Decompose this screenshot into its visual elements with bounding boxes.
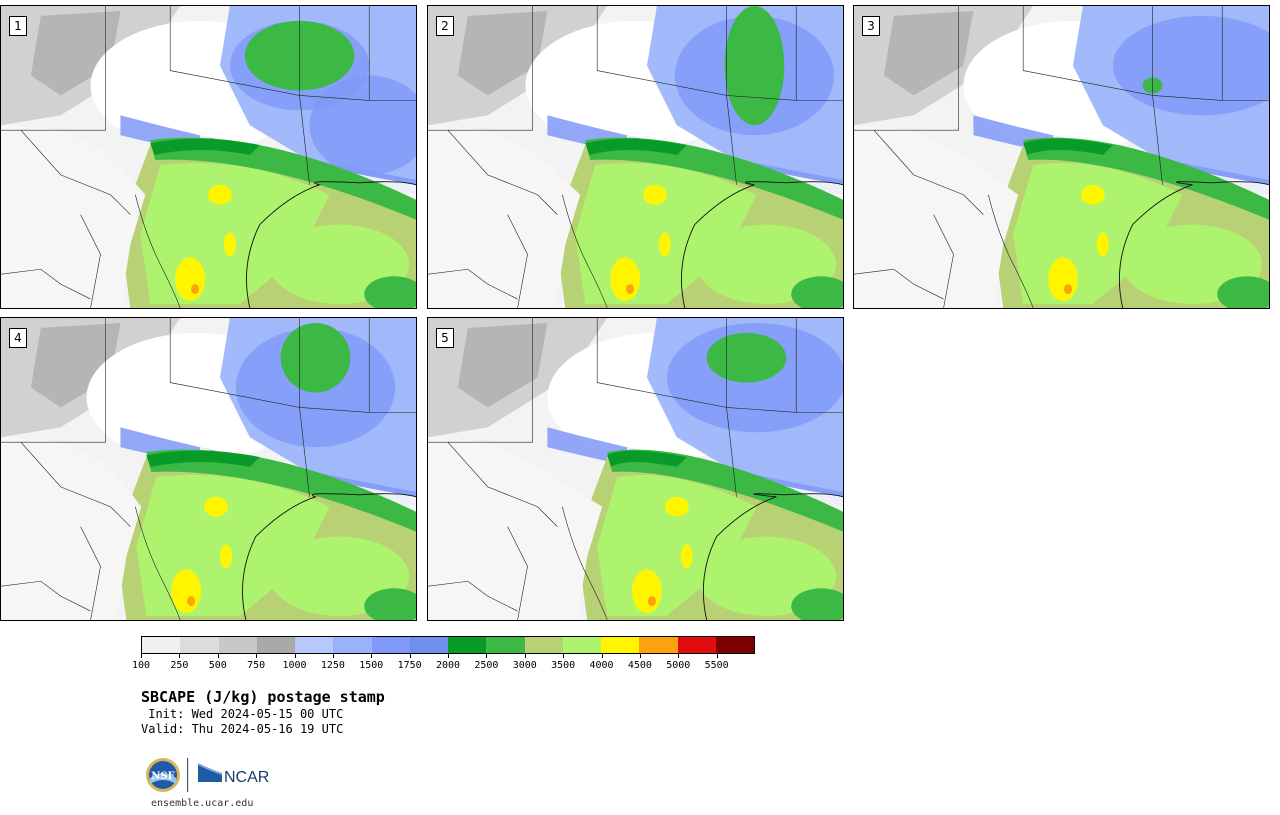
colorbar-tick-label: 250	[170, 660, 189, 671]
colorbar-tick	[256, 654, 258, 658]
colorbar-swatch	[601, 637, 640, 653]
colorbar-swatch	[333, 637, 372, 653]
colorbar-tick-label: 5500	[704, 660, 729, 671]
cape-map	[428, 6, 843, 308]
colorbar-swatch	[295, 637, 334, 653]
ncar-logo-text: NCAR	[224, 769, 269, 786]
map-panel-4: 4	[0, 317, 417, 621]
member-label: 5	[436, 328, 454, 348]
colorbar-tick-label: 3500	[551, 660, 576, 671]
chart-title: SBCAPE (J/kg) postage stamp	[141, 688, 385, 706]
nsf-logo-text: NSF	[151, 771, 174, 782]
colorbar-tick-label: 2500	[474, 660, 499, 671]
colorbar-tick	[524, 654, 526, 658]
colorbar-tick	[141, 654, 142, 658]
colorbar-swatch	[486, 637, 525, 653]
colorbar-tick-label: 750	[247, 660, 266, 671]
colorbar-tick	[486, 654, 488, 658]
cape-map	[1, 318, 416, 620]
colorbar-tick-label: 4000	[589, 660, 614, 671]
colorbar-tick	[563, 654, 565, 658]
colorbar-tick	[217, 654, 219, 658]
colorbar-tick	[409, 654, 411, 658]
member-label: 3	[862, 16, 880, 36]
member-label: 4	[9, 328, 27, 348]
colorbar-swatch	[256, 637, 295, 653]
colorbar-tick	[448, 654, 449, 658]
nsf-logo-icon: NSF	[146, 758, 180, 792]
member-label: 2	[436, 16, 454, 36]
colorbar-swatch	[218, 637, 257, 653]
init-time: Init: Wed 2024-05-15 00 UTC	[141, 707, 344, 721]
colorbar-swatch	[562, 637, 601, 653]
colorbar-swatch	[677, 637, 716, 653]
colorbar	[141, 636, 755, 654]
colorbar-tick	[294, 654, 296, 658]
ncar-logo-icon: NCAR	[197, 763, 269, 786]
colorbar-tick-label: 1000	[282, 660, 307, 671]
colorbar-tick-label: 4500	[627, 660, 652, 671]
colorbar-swatch	[448, 637, 487, 653]
colorbar-swatch	[715, 637, 754, 653]
colorbar-swatch	[371, 637, 410, 653]
colorbar-tick-label: 1750	[397, 660, 422, 671]
member-label: 1	[9, 16, 27, 36]
colorbar-tick-label: 5000	[666, 660, 691, 671]
colorbar-tick	[332, 654, 334, 658]
colorbar-ticks: 100 250 500 750 1000 1250 1500 1750 2000 2500 3000…	[132, 654, 755, 674]
colorbar-tick	[678, 654, 680, 658]
colorbar-swatch	[639, 637, 678, 653]
site-url: ensemble.ucar.edu	[151, 798, 254, 809]
colorbar-tick-label: 3000	[512, 660, 537, 671]
colorbar-swatch	[180, 637, 219, 653]
colorbar-swatch	[142, 637, 181, 653]
colorbar-tick	[639, 654, 641, 658]
colorbar-tick-label: 500	[208, 660, 227, 671]
colorbar-tick-label: 1500	[359, 660, 384, 671]
colorbar-tick-label: 2000	[435, 660, 461, 671]
cape-map	[854, 6, 1269, 308]
colorbar-tick	[179, 654, 181, 658]
map-panel-3: 3	[853, 5, 1270, 309]
colorbar-tick-label: 1250	[320, 660, 345, 671]
map-panel-2: 2	[427, 5, 844, 309]
colorbar-tick-label: 100	[131, 660, 151, 671]
colorbar-swatch	[409, 637, 448, 653]
valid-time: Valid: Thu 2024-05-16 19 UTC	[141, 722, 344, 736]
colorbar-tick	[371, 654, 373, 658]
colorbar-swatch	[524, 637, 563, 653]
colorbar-tick	[716, 654, 718, 658]
colorbar-tick	[601, 654, 603, 658]
map-panel-5: 5	[427, 317, 844, 621]
cape-map	[1, 6, 416, 308]
logos: NSF NCAR	[146, 758, 269, 792]
map-panel-1: 1	[0, 5, 417, 309]
cape-map	[428, 318, 843, 620]
